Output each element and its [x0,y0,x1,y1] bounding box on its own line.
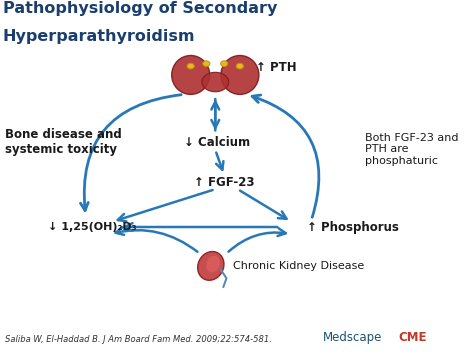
Text: ↓ Calcium: ↓ Calcium [184,136,251,149]
Circle shape [187,63,194,69]
Text: ↑ FGF-23: ↑ FGF-23 [194,176,255,189]
Text: ↑ PTH: ↑ PTH [255,61,296,75]
Ellipse shape [198,251,224,280]
Text: Medscape: Medscape [323,331,382,344]
Text: Bone disease and
systemic toxicity: Bone disease and systemic toxicity [5,128,122,156]
Circle shape [203,61,210,66]
Text: Saliba W, El-Haddad B. J Am Board Fam Med. 2009;22:574-581.: Saliba W, El-Haddad B. J Am Board Fam Me… [5,335,272,344]
Text: ↓ 1,25(OH)₂D₃: ↓ 1,25(OH)₂D₃ [48,222,137,232]
Text: Both FGF-23 and
PTH are
phosphaturic: Both FGF-23 and PTH are phosphaturic [365,133,458,166]
Text: Hyperparathyroidism: Hyperparathyroidism [3,29,195,44]
Text: Pathophysiology of Secondary: Pathophysiology of Secondary [3,1,277,16]
Circle shape [237,63,244,69]
Circle shape [221,61,228,66]
Ellipse shape [221,55,259,94]
Ellipse shape [202,72,228,92]
Ellipse shape [206,256,220,273]
Text: ↑ Phosphorus: ↑ Phosphorus [307,220,399,234]
Text: CME: CME [399,331,427,344]
Text: Chronic Kidney Disease: Chronic Kidney Disease [233,261,365,271]
Ellipse shape [172,55,210,94]
